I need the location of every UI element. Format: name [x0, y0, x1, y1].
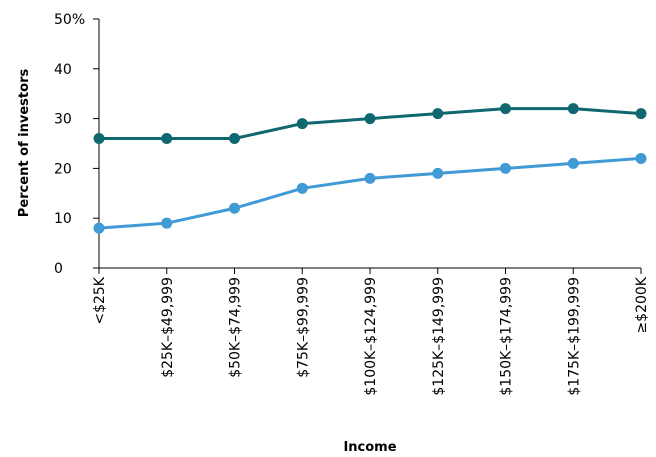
data-point [296, 118, 308, 130]
series-line-2 [97, 156, 643, 230]
data-point [229, 202, 240, 214]
x-tick-label: $175K–$199,999 [566, 277, 582, 396]
data-point [364, 113, 376, 125]
x-tick-label: $125K–$149,999 [431, 277, 447, 396]
data-point [500, 103, 511, 115]
data-point [161, 217, 173, 229]
data-point [635, 108, 647, 120]
data-point [500, 162, 511, 174]
data-point [296, 182, 308, 194]
y-tick-label: 40 [54, 62, 72, 78]
x-tick-label: ≥$200K [634, 276, 650, 333]
data-point [229, 133, 240, 145]
x-tick-label: $75K–$99,999 [295, 277, 311, 378]
y-tick-label: 20 [54, 161, 72, 177]
y-axis-title: Percent of investors [17, 69, 32, 218]
x-tick-label: $50K–$74,999 [228, 277, 244, 378]
data-point [93, 133, 105, 145]
y-tick-label: 50% [54, 12, 85, 28]
data-point [635, 152, 647, 164]
data-point [432, 108, 444, 120]
y-tick-label: 30 [54, 112, 72, 128]
data-point [93, 222, 105, 234]
data-point [364, 172, 376, 184]
data-point [567, 103, 579, 115]
data-point [432, 167, 444, 179]
x-tick-label: $100K–$124,999 [363, 277, 379, 396]
data-point [161, 133, 173, 145]
x-tick-label: <$25K [92, 276, 108, 324]
y-tick-label: 0 [54, 261, 63, 277]
x-axis-title: Income [343, 440, 396, 455]
data-point [567, 157, 579, 169]
x-tick-label: $25K–$49,999 [160, 277, 176, 378]
x-tick-label: $150K–$174,999 [499, 277, 515, 396]
y-tick-label: 10 [54, 211, 72, 227]
